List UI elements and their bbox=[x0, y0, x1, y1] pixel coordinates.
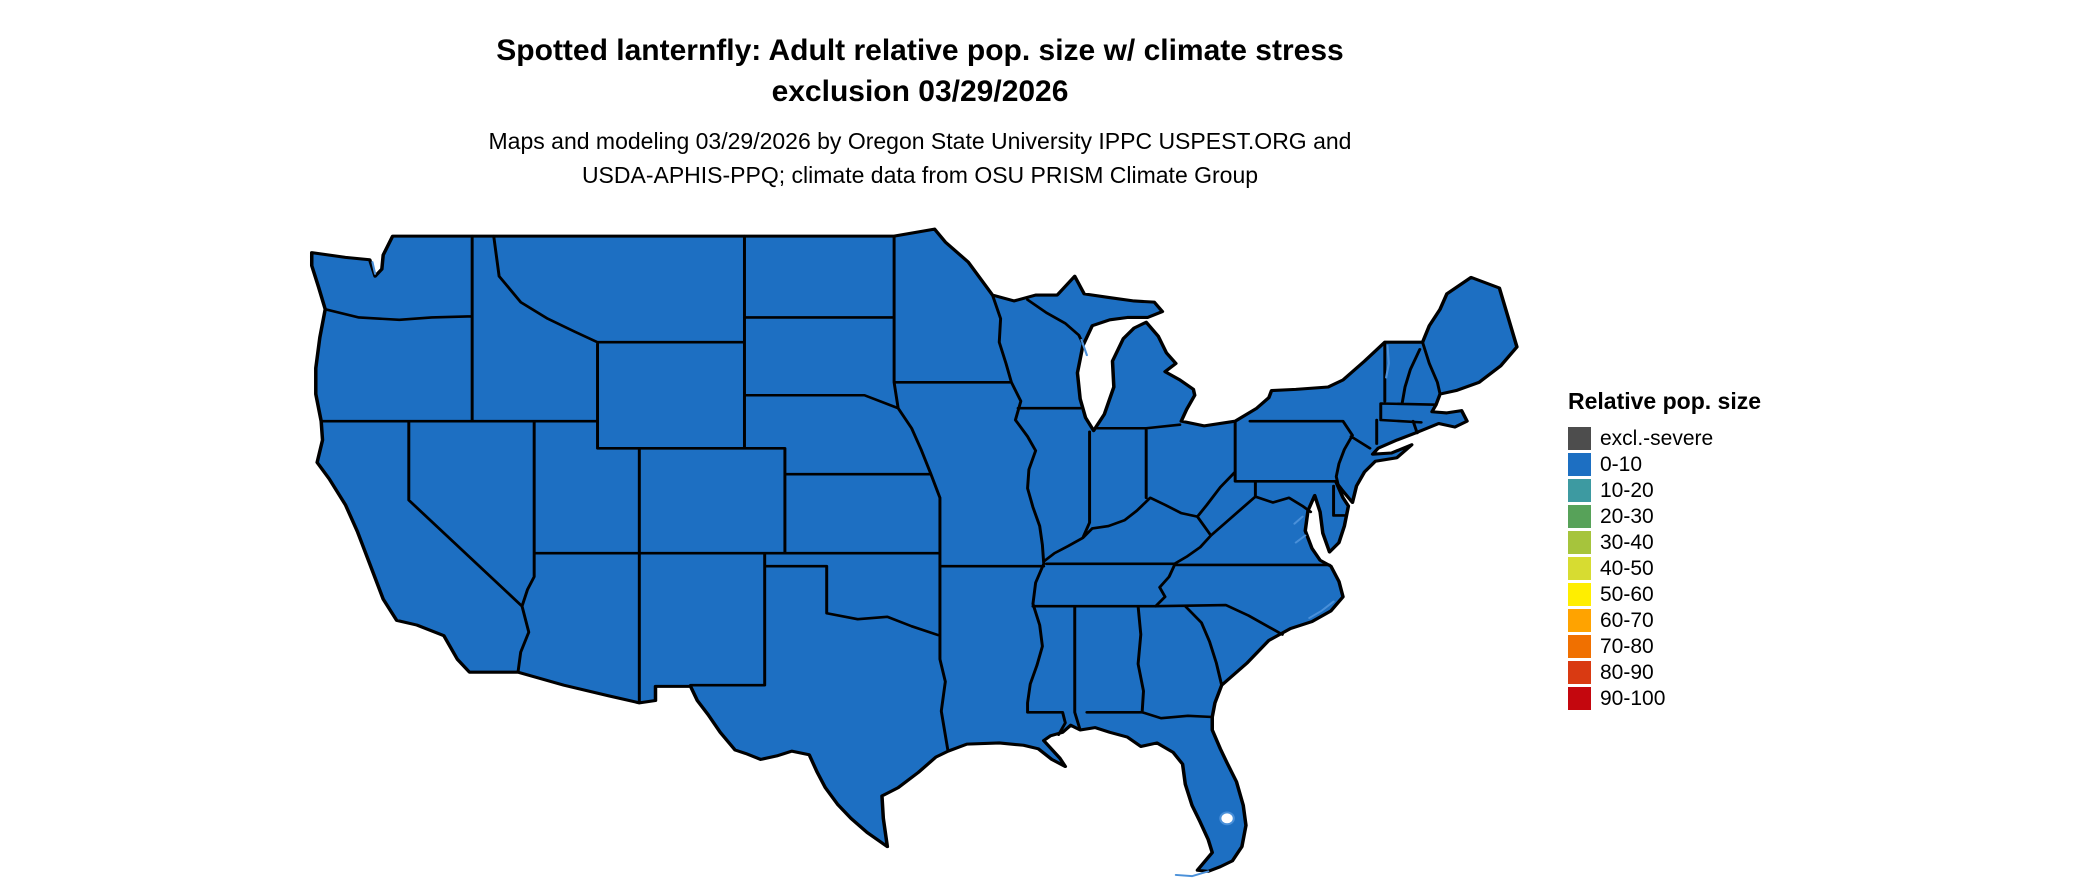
legend-entry-label: 50-60 bbox=[1600, 582, 1654, 606]
legend-entry-label: 60-70 bbox=[1600, 608, 1654, 632]
legend-entry: 40-50 bbox=[1568, 557, 1761, 580]
legend-swatch bbox=[1568, 479, 1591, 502]
lake-okeechobee bbox=[1219, 811, 1235, 826]
legend-entry: 80-90 bbox=[1568, 661, 1761, 684]
legend-entry-label: 10-20 bbox=[1600, 478, 1654, 502]
legend-entry: 70-80 bbox=[1568, 635, 1761, 658]
legend-swatch bbox=[1568, 661, 1591, 684]
legend-swatch bbox=[1568, 609, 1591, 632]
legend-swatch bbox=[1568, 531, 1591, 554]
legend-entry-label: excl.-severe bbox=[1600, 426, 1714, 450]
legend-entry-label: 80-90 bbox=[1600, 660, 1654, 684]
legend-swatch bbox=[1568, 505, 1591, 528]
legend-entry: 30-40 bbox=[1568, 531, 1761, 554]
legend-entry: 50-60 bbox=[1568, 583, 1761, 606]
legend-entry-label: 90-100 bbox=[1600, 686, 1666, 710]
state-borders bbox=[319, 234, 1442, 753]
legend-entry: 0-10 bbox=[1568, 453, 1761, 476]
legend-entry-label: 70-80 bbox=[1600, 634, 1654, 658]
chart-subtitle-line1: Maps and modeling 03/29/2026 by Oregon S… bbox=[488, 128, 1352, 154]
legend-entry: 20-30 bbox=[1568, 505, 1761, 528]
legend-swatch bbox=[1568, 557, 1591, 580]
water-detail bbox=[371, 261, 1390, 878]
us-map bbox=[309, 227, 1519, 878]
legend-title: Relative pop. size bbox=[1568, 388, 1762, 414]
legend-swatch bbox=[1568, 687, 1591, 710]
legend-entry: excl.-severe bbox=[1568, 427, 1761, 450]
chart-title-line1: Spotted lanternfly: Adult relative pop. … bbox=[496, 34, 1344, 67]
legend-swatch bbox=[1568, 427, 1591, 450]
legend-entry: 90-100 bbox=[1568, 687, 1761, 710]
legend-entry-label: 30-40 bbox=[1600, 530, 1654, 554]
legend-swatch bbox=[1568, 635, 1591, 658]
legend-swatch bbox=[1568, 453, 1591, 476]
us-landmass bbox=[309, 227, 1519, 873]
chart-subtitle: Maps and modeling 03/29/2026 by Oregon S… bbox=[305, 124, 1535, 192]
chart-title-line2: exclusion 03/29/2026 bbox=[771, 75, 1069, 108]
legend-entries: excl.-severe 0-10 10-20 20-30 30-40 40-50 50-6… bbox=[1568, 427, 1761, 710]
legend-swatch bbox=[1568, 583, 1591, 606]
legend-entry: 10-20 bbox=[1568, 479, 1761, 502]
legend-entry: 60-70 bbox=[1568, 609, 1761, 632]
legend: Relative pop. size excl.-severe 0-10 10-20… bbox=[1568, 388, 1761, 713]
chart-title: Spotted lanternfly: Adult relative pop. … bbox=[305, 30, 1535, 112]
legend-entry-label: 40-50 bbox=[1600, 556, 1654, 580]
chart-subtitle-line2: USDA-APHIS-PPQ; climate data from OSU PR… bbox=[581, 162, 1259, 188]
legend-entry-label: 0-10 bbox=[1600, 452, 1643, 476]
legend-entry-label: 20-30 bbox=[1600, 504, 1654, 528]
